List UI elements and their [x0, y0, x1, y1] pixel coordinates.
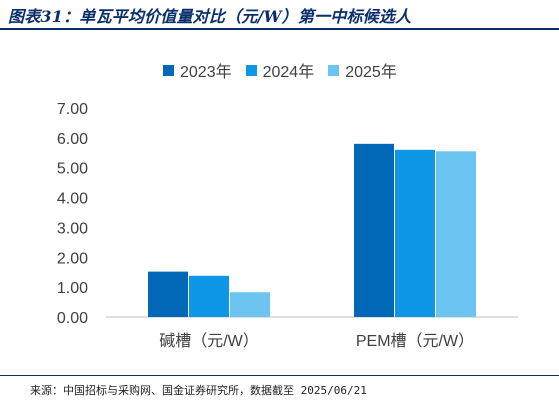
x-category-label: 碱槽（元/W）: [159, 332, 259, 350]
bar-pem-2023: [354, 143, 394, 317]
chart-title: 图表31：单瓦平均价值量对比（元/W）第一中标候选人: [8, 7, 412, 26]
y-tick-label: 7.00: [57, 101, 88, 118]
chart-legend: 2023年 2024年 2025年: [163, 58, 397, 82]
y-tick-label: 2.00: [57, 250, 88, 267]
bar-alkaline-2024: [189, 275, 229, 317]
source-note: 来源：中国招标与采购网、国金证券研究所，数据截至 2025/06/21: [30, 384, 367, 397]
source-divider: [0, 375, 559, 376]
title-divider: [0, 28, 559, 30]
bar-alkaline-2023: [148, 271, 188, 317]
bar-pem-2024: [395, 149, 435, 317]
legend-item-2023: 2023年: [163, 58, 232, 82]
y-tick-label: 4.00: [57, 191, 88, 208]
legend-swatch-2023: [163, 64, 174, 76]
y-tick-label: 1.00: [57, 280, 88, 297]
x-category-label: PEM槽（元/W）: [356, 332, 474, 350]
legend-swatch-2025: [328, 64, 340, 76]
y-tick-label: 0.00: [57, 310, 88, 327]
y-tick-label: 5.00: [57, 161, 88, 178]
legend-label-2025: 2025年: [345, 64, 397, 81]
legend-item-2024: 2024年: [245, 58, 315, 82]
legend-label-2024: 2024年: [262, 64, 315, 81]
y-tick-label: 3.00: [57, 220, 88, 237]
legend-swatch-2024: [245, 64, 257, 76]
bar-alkaline-2025: [230, 292, 270, 317]
legend-label-2023: 2023年: [180, 64, 232, 81]
legend-item-2025: 2025年: [328, 58, 397, 82]
bar-pem-2025: [436, 151, 476, 317]
y-tick-label: 6.00: [57, 131, 88, 148]
